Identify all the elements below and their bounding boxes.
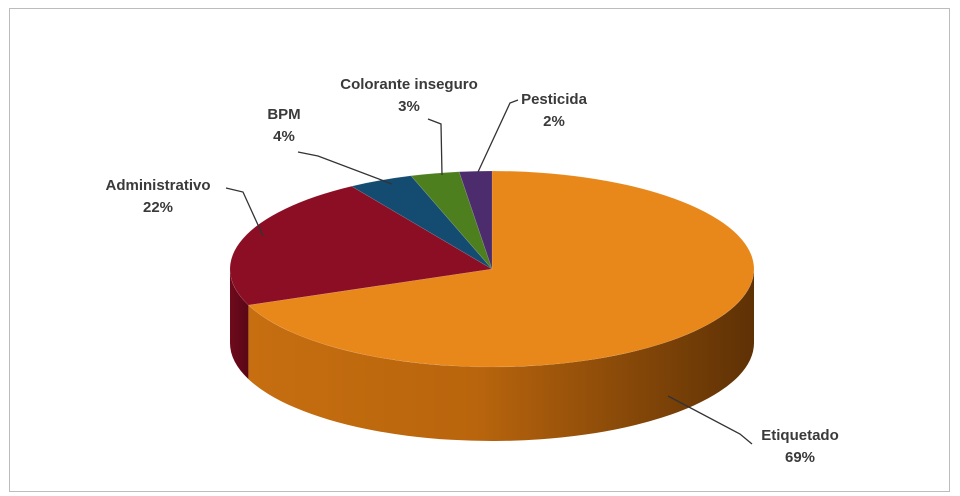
slice-value-administrativo: 22% xyxy=(143,199,173,216)
slice-label-etiquetado: Etiquetado xyxy=(761,427,839,444)
slice-value-bpm: 4% xyxy=(273,128,295,145)
pie-slice-administrativo xyxy=(229,185,493,306)
leader-line-administrativo xyxy=(225,187,264,237)
leader-line-bpm xyxy=(297,151,393,185)
slice-value-etiquetado: 69% xyxy=(785,449,815,466)
pie-side-etiquetado xyxy=(248,269,754,442)
pie-slice-bpm xyxy=(350,175,493,270)
slice-value-pesticida: 2% xyxy=(543,113,565,130)
slice-labels: Etiquetado 69% Administrativo 22% BPM 4% Color… xyxy=(105,76,838,466)
pie-slices xyxy=(229,170,755,368)
pie-slice-pesticida xyxy=(458,170,493,270)
pie-side-administrativo xyxy=(230,269,249,380)
leader-line-pesticida xyxy=(477,99,519,173)
leader-line-colorante-inseguro xyxy=(427,118,443,176)
slice-label-bpm: BPM xyxy=(267,106,300,123)
pie-sides xyxy=(230,269,754,442)
slice-label-pesticida: Pesticida xyxy=(521,91,588,108)
pie-slice-etiquetado xyxy=(247,170,755,368)
slice-value-colorante-inseguro: 3% xyxy=(398,98,420,115)
leader-line-etiquetado xyxy=(667,395,753,445)
slice-label-colorante-inseguro: Colorante inseguro xyxy=(340,76,478,93)
leader-lines xyxy=(225,99,753,445)
pie-slice-colorante-inseguro xyxy=(410,171,493,270)
slice-label-administrativo: Administrativo xyxy=(105,177,210,194)
